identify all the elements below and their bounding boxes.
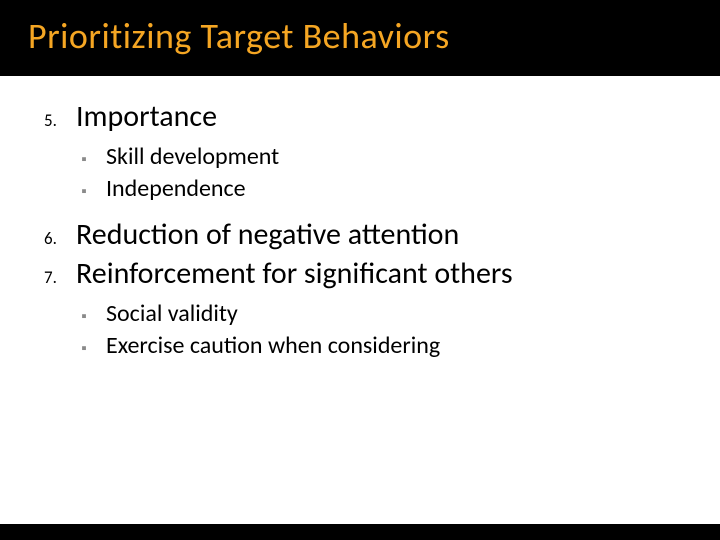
bullet-icon: ▪ — [40, 150, 102, 170]
bullet-icon: ▪ — [40, 307, 102, 327]
sub-item: ▪ Exercise caution when considering — [40, 330, 680, 362]
sub-text: Social validity — [102, 298, 238, 330]
list-marker: 6. — [40, 228, 76, 249]
list-text: Reduction of negative attention — [76, 216, 459, 253]
list-item-6: 6. Reduction of negative attention — [40, 216, 680, 253]
list-marker: 5. — [40, 110, 76, 131]
sub-item: ▪ Skill development — [40, 141, 680, 173]
sub-text: Independence — [102, 173, 246, 205]
slide-title: Prioritizing Target Behaviors — [0, 0, 720, 76]
sub-list-7: ▪ Social validity ▪ Exercise caution whe… — [40, 298, 680, 363]
sub-item: ▪ Independence — [40, 173, 680, 205]
bullet-icon: ▪ — [40, 182, 102, 202]
sub-text: Exercise caution when considering — [102, 330, 440, 362]
list-item-7: 7. Reinforcement for significant others — [40, 255, 680, 292]
slide-body: 5. Importance ▪ Skill development ▪ Inde… — [0, 76, 720, 524]
sub-item: ▪ Social validity — [40, 298, 680, 330]
sub-text: Skill development — [102, 141, 279, 173]
list-text: Reinforcement for significant others — [76, 255, 513, 292]
list-text: Importance — [76, 98, 217, 135]
bullet-icon: ▪ — [40, 339, 102, 359]
list-marker: 7. — [40, 267, 76, 288]
list-item-5: 5. Importance — [40, 98, 680, 135]
sub-list-5: ▪ Skill development ▪ Independence — [40, 141, 680, 206]
